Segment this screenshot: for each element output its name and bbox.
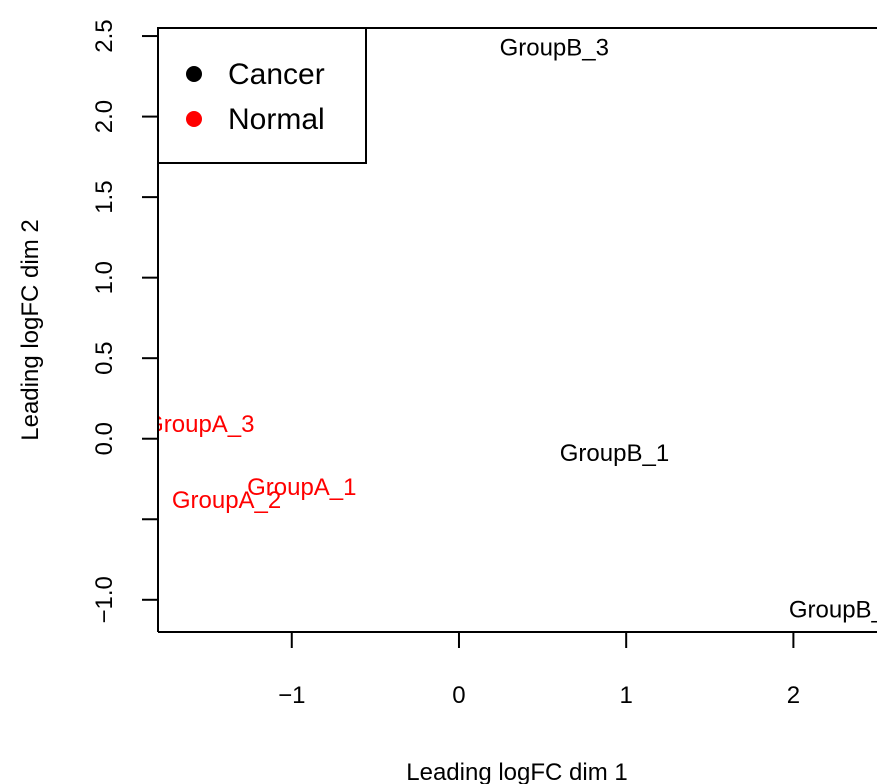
y-tick-label-0: −1.0: [91, 576, 118, 623]
x-axis: −1 0 1 2: [278, 632, 800, 709]
legend-label-normal: Normal: [228, 103, 325, 136]
legend-marker-cancer: [186, 66, 202, 82]
point-label-groupb-2: GroupB_2: [789, 596, 877, 623]
legend: Cancer Normal: [157, 27, 367, 164]
y-tick-label-3: 0.5: [91, 341, 118, 374]
point-labels: GroupB_3 GroupA_3 GroupB_1 GroupA_1GroupA_2…: [145, 34, 877, 623]
y-tick-label-5: 1.5: [91, 180, 118, 213]
point-label-groupa-2: GroupA_2: [172, 487, 281, 514]
y-axis-title: Leading logFC dim 2: [17, 219, 44, 440]
y-tick-label-6: 2.0: [91, 100, 118, 133]
point-label-groupa-1: GroupA_1: [247, 474, 356, 501]
legend-marker-normal: [186, 111, 202, 127]
legend-label-cancer: Cancer: [228, 58, 325, 91]
point-label-groupb-3: GroupB_3: [500, 34, 609, 61]
y-tick-label-7: 2.5: [91, 19, 118, 52]
plot-area: GroupB_3 GroupA_3 GroupB_1 GroupA_1GroupA_2…: [145, 34, 877, 623]
y-axis: −1.0 0.0 0.5 1.0 1.5 2.0 2.5: [91, 19, 159, 623]
x-tick-label-2: 1: [620, 682, 633, 709]
x-tick-label-3: 2: [787, 682, 800, 709]
x-axis-title: Leading logFC dim 1: [406, 759, 627, 784]
y-tick-label-2: 0.0: [91, 422, 118, 455]
legend-box: [157, 27, 367, 164]
point-label-groupb-1: GroupB_1: [560, 440, 669, 467]
x-tick-label-0: −1: [278, 682, 305, 709]
point-label-groupa-3: GroupA_3: [145, 411, 254, 438]
x-tick-label-1: 0: [452, 682, 465, 709]
y-tick-label-4: 1.0: [91, 261, 118, 294]
